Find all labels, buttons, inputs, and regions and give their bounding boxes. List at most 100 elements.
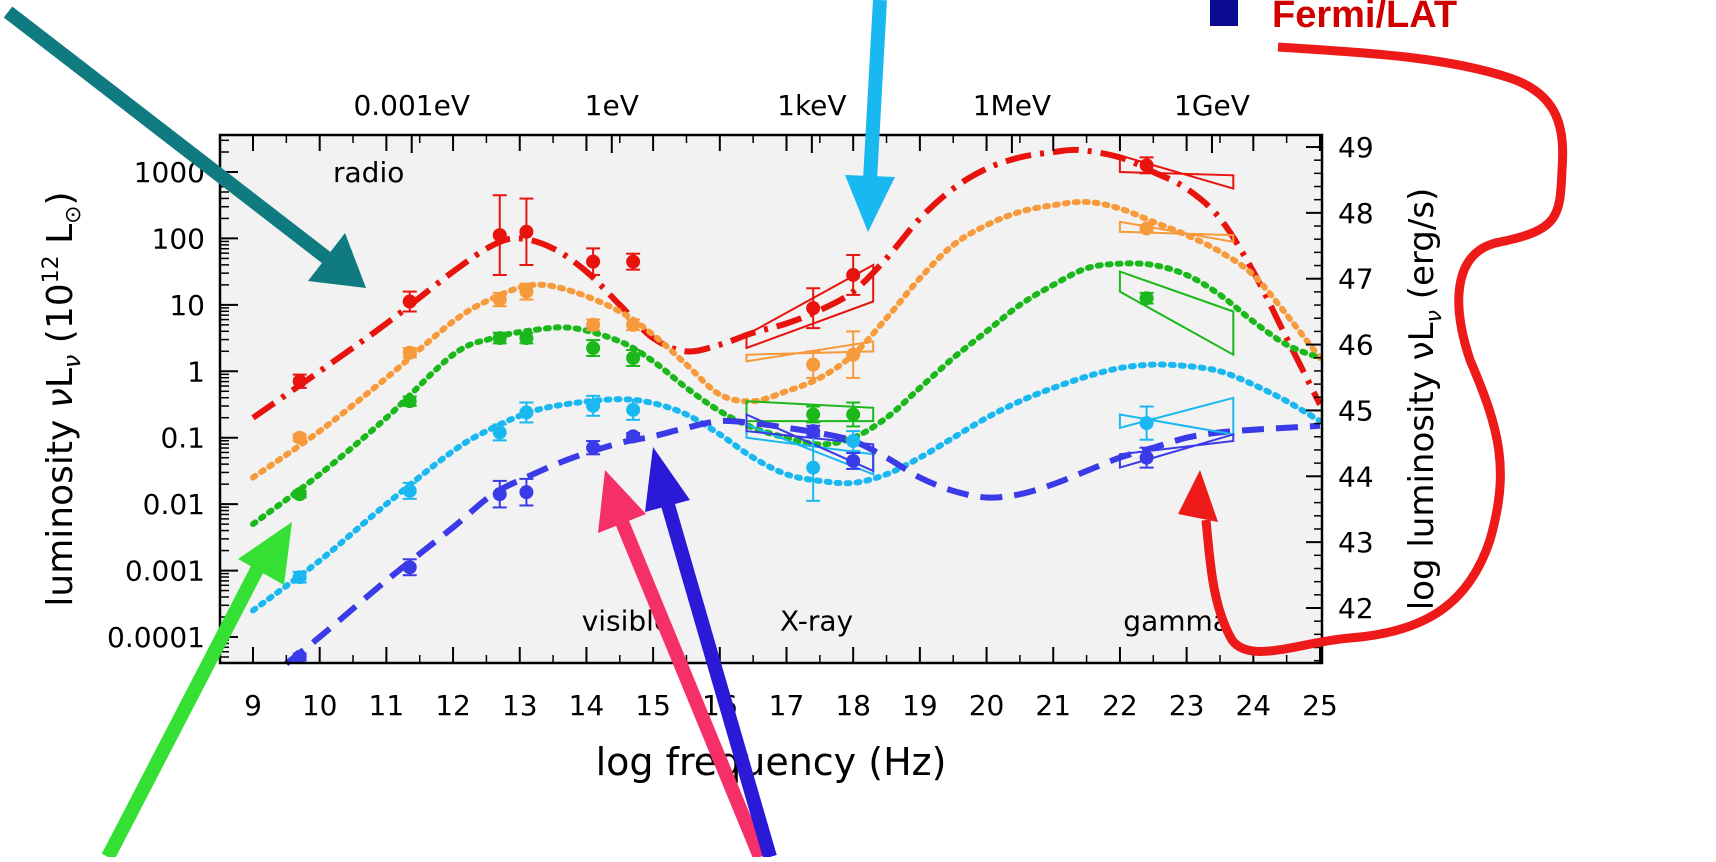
y-tick-label: 10 [169, 289, 205, 322]
right-y-tick-label: 49 [1338, 131, 1374, 164]
axis-ticks [220, 135, 1322, 663]
y-label-right-main: log luminosity νL [1402, 322, 1442, 610]
data-point-3-7 [846, 434, 861, 449]
bowtie-5 [1118, 154, 1235, 190]
data-point-0-0 [292, 374, 307, 389]
x-axis-label: log frequency (Hz) [596, 740, 947, 784]
data-point-2-8 [1139, 291, 1154, 306]
pink-arrow-head [598, 470, 646, 533]
region-label-gamma: gamma [1123, 604, 1230, 637]
x-tick-label: 17 [769, 689, 805, 722]
data-point-1-3 [519, 284, 534, 299]
data-point-1-7 [846, 347, 861, 362]
y-label-right-sub: ν [1422, 310, 1447, 322]
data-point-0-1 [402, 294, 417, 309]
energy-tick-label: 0.001eV [353, 89, 470, 122]
lightblue-arrow-head [845, 175, 895, 232]
right-y-tick-label: 42 [1338, 592, 1374, 625]
bowtie-1 [745, 340, 875, 363]
bowtie-spectra [745, 154, 1235, 476]
y-tick-label: 100 [152, 222, 205, 255]
x-tick-label: 22 [1102, 689, 1138, 722]
data-point-0-3 [519, 224, 534, 239]
y-axis-label-right: log luminosity νLν (erg/s) [1402, 188, 1447, 611]
x-tick-label: 14 [569, 689, 605, 722]
data-point-1-0 [292, 430, 307, 445]
data-point-1-1 [402, 345, 417, 360]
y-tick-label: 0.1 [160, 422, 205, 455]
bowtie-0 [745, 263, 875, 350]
lightblue-arrow [863, 0, 887, 181]
data-point-3-6 [806, 460, 821, 475]
data-point-2-6 [806, 407, 821, 422]
data-point-2-0 [292, 487, 307, 502]
y-axis-label-left: luminosity νLν (1012 L⊙) [39, 191, 86, 606]
data-point-0-4 [586, 254, 601, 269]
y-label-left-l: L [40, 368, 81, 388]
data-point-1-5 [626, 317, 641, 332]
data-point-4-1 [402, 560, 417, 575]
region-label-radio: radio [333, 156, 404, 189]
x-tick-label: 20 [969, 689, 1005, 722]
bowtie-4 [745, 412, 875, 473]
y-label-left-sub: ν [58, 355, 86, 368]
x-tick-label: 11 [369, 689, 405, 722]
teal-arrow [3, 6, 337, 268]
data-point-1-8 [1139, 221, 1154, 236]
plot-background [220, 135, 1322, 663]
x-tick-label: 13 [502, 689, 538, 722]
data-point-3-4 [586, 398, 601, 413]
teal-arrow-head [308, 233, 366, 288]
right-y-tick-label: 44 [1338, 460, 1374, 493]
indigo-arrow-head [645, 447, 690, 512]
fermi-legend-label: Fermi/LAT [1272, 0, 1457, 36]
data-point-1-4 [586, 317, 601, 332]
right-y-tick-label: 48 [1338, 197, 1374, 230]
data-point-4-2 [492, 487, 507, 502]
data-point-4-3 [519, 485, 534, 500]
x-tick-label: 25 [1302, 689, 1338, 722]
data-point-1-2 [492, 292, 507, 307]
y-label-left-pre: luminosity [40, 408, 81, 606]
y-label-left-end: ) [40, 191, 81, 205]
energy-tick-label: 1keV [777, 89, 846, 122]
model-curve-4 [284, 417, 1321, 666]
x-tick-label: 15 [635, 689, 671, 722]
y-label-left-sun: ⊙ [61, 205, 86, 223]
energy-tick-label: 1MeV [973, 89, 1051, 122]
data-point-0-2 [492, 228, 507, 243]
right-y-tick-label: 43 [1338, 526, 1374, 559]
x-tick-label: 18 [835, 689, 871, 722]
y-tick-label: 0.001 [125, 555, 205, 588]
data-point-3-1 [402, 483, 417, 498]
data-point-2-3 [519, 331, 534, 346]
x-tick-label: 21 [1035, 689, 1071, 722]
data-point-3-3 [519, 405, 534, 420]
data-point-3-0 [292, 570, 307, 585]
right-y-tick-label: 46 [1338, 329, 1374, 362]
x-tick-label: 9 [244, 689, 262, 722]
data-point-2-2 [492, 331, 507, 346]
data-point-4-8 [1139, 450, 1154, 465]
red-curve-arrow [1201, 42, 1568, 656]
data-point-1-6 [806, 357, 821, 372]
energy-tick-label: 1eV [585, 89, 639, 122]
y-label-left-close: L [40, 224, 81, 256]
x-tick-label: 10 [302, 689, 338, 722]
y-tick-label: 0.0001 [107, 621, 205, 654]
energy-tick-label: 1GeV [1174, 89, 1250, 122]
bowtie-7 [1118, 270, 1235, 357]
tick-labels: 9101112131415161718192021222324251000100… [107, 89, 1374, 722]
x-tick-label: 23 [1169, 689, 1205, 722]
data-point-2-5 [626, 351, 641, 365]
data-point-4-4 [586, 440, 601, 455]
data-point-4-6 [806, 424, 821, 439]
red-arrow-head [1178, 470, 1218, 522]
y-tick-label: 0.01 [143, 488, 205, 521]
y-tick-label: 1 [187, 355, 205, 388]
region-label-X-ray: X-ray [780, 604, 853, 637]
data-point-0-6 [806, 301, 821, 316]
indigo-arrow [661, 503, 777, 859]
